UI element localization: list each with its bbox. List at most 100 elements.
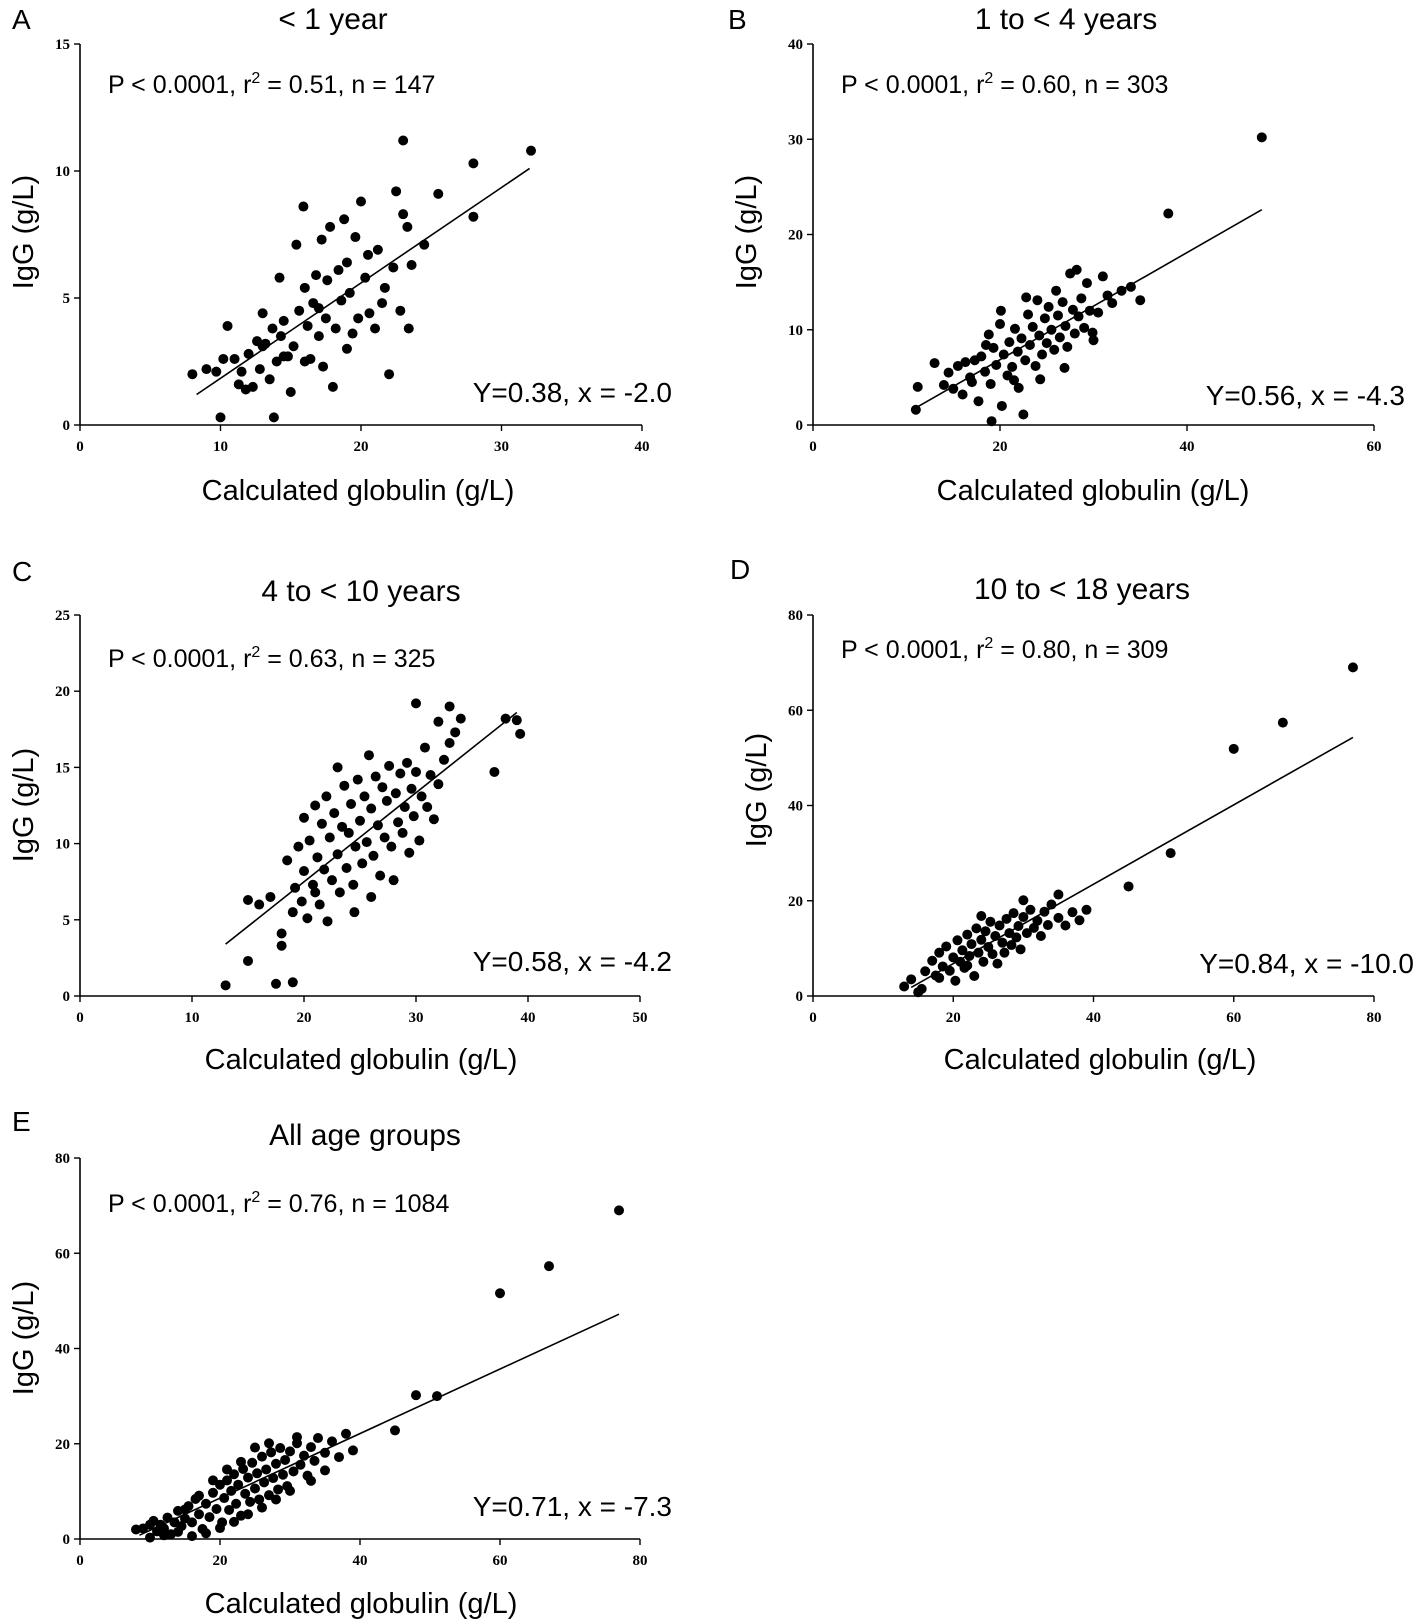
data-point <box>393 817 404 828</box>
data-point <box>1009 323 1020 334</box>
data-point <box>194 1490 204 1501</box>
data-point <box>276 928 287 939</box>
x-tick-label: 60 <box>493 1553 508 1569</box>
data-point <box>1008 908 1019 919</box>
x-tick-label: 40 <box>1086 1010 1101 1026</box>
data-point <box>344 287 355 298</box>
data-point <box>290 882 301 893</box>
x-tick-label: 10 <box>213 439 228 455</box>
data-point <box>450 727 461 738</box>
data-point <box>266 1447 277 1458</box>
data-point <box>370 771 381 782</box>
data-point <box>419 239 430 250</box>
plot-area: 0 10 20 30 40 0 5 10 15 <box>55 37 650 455</box>
data-point <box>950 975 961 986</box>
data-point <box>398 209 409 220</box>
data-point <box>1018 895 1029 906</box>
data-point <box>275 331 286 342</box>
data-point <box>1073 311 1084 322</box>
data-point <box>962 960 973 971</box>
data-point <box>348 1445 358 1456</box>
data-point <box>201 364 212 375</box>
data-point <box>1034 330 1045 341</box>
data-point <box>372 820 383 831</box>
data-point <box>948 383 959 394</box>
data-point <box>145 1519 155 1530</box>
data-point <box>1001 913 1012 924</box>
data-point <box>201 1528 211 1539</box>
data-point <box>433 716 444 727</box>
data-point <box>247 381 258 392</box>
data-point <box>1041 338 1052 349</box>
data-point <box>306 1442 316 1453</box>
data-point <box>299 1450 309 1461</box>
data-point <box>264 1438 274 1449</box>
data-point <box>243 955 253 966</box>
stats-text: P < 0.0001, r2 = 0.51, n = 147 <box>108 70 435 99</box>
data-point <box>353 313 364 324</box>
data-point <box>1018 409 1029 420</box>
data-point <box>1037 349 1048 360</box>
panel-letter: C <box>12 556 32 587</box>
data-point <box>1069 328 1080 339</box>
data-point <box>397 827 408 838</box>
data-point <box>927 955 938 966</box>
x-tick-label: 0 <box>76 1010 84 1026</box>
panel-title: < 1 year <box>278 3 387 36</box>
data-point <box>406 259 417 270</box>
data-point <box>222 320 233 331</box>
y-tick-label: 20 <box>788 228 803 244</box>
data-point <box>162 1512 173 1523</box>
data-point <box>395 768 406 779</box>
data-point <box>368 850 379 861</box>
data-point <box>233 379 244 390</box>
data-point <box>1053 912 1064 923</box>
data-point <box>411 766 421 777</box>
data-point <box>285 386 296 397</box>
stats-text: P < 0.0001, r2 = 0.60, n = 303 <box>841 70 1168 99</box>
data-point <box>944 965 955 976</box>
data-point <box>339 780 350 791</box>
data-point <box>278 351 289 362</box>
data-point <box>1032 915 1043 926</box>
y-tick-label: 40 <box>788 37 803 53</box>
data-point <box>370 323 381 334</box>
data-point <box>236 1456 246 1467</box>
data-point <box>320 1447 330 1458</box>
x-tick-label: 40 <box>521 1010 536 1026</box>
data-point <box>287 977 298 988</box>
data-point <box>976 934 987 945</box>
data-point <box>1116 285 1127 296</box>
data-point <box>1135 295 1146 306</box>
data-point <box>444 738 455 749</box>
data-point <box>339 214 350 225</box>
data-point <box>1016 333 1027 344</box>
data-point <box>1042 920 1053 931</box>
data-point <box>444 701 455 712</box>
data-point <box>1013 920 1024 931</box>
data-point <box>1023 309 1034 320</box>
data-point <box>1081 904 1092 915</box>
data-point <box>264 374 275 385</box>
data-point <box>388 875 399 886</box>
data-point <box>334 1452 344 1463</box>
data-point <box>229 1516 239 1527</box>
data-point <box>276 940 287 951</box>
data-point <box>1347 662 1358 673</box>
plot-area: 0 20 40 60 80 0 20 40 60 80 <box>55 1151 648 1569</box>
data-point <box>428 814 439 825</box>
y-tick-label: 40 <box>788 799 803 815</box>
data-point <box>1165 848 1176 859</box>
data-point <box>1060 320 1071 331</box>
data-point <box>422 802 433 813</box>
data-point <box>226 1485 237 1496</box>
y-tick-label: 15 <box>55 37 70 53</box>
data-point <box>399 802 410 813</box>
data-point <box>1071 264 1082 275</box>
data-point <box>299 356 310 367</box>
data-point <box>347 328 358 339</box>
data-point <box>271 978 281 989</box>
data-point <box>334 887 345 898</box>
data-point <box>278 315 289 326</box>
